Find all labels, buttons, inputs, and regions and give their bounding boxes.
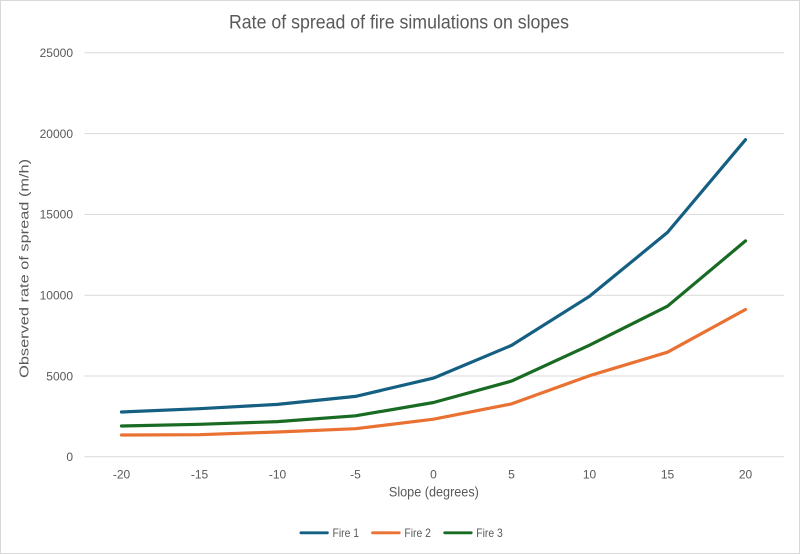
svg-text:-15: -15 — [191, 468, 209, 482]
svg-text:10: 10 — [583, 468, 597, 482]
svg-text:5: 5 — [508, 468, 515, 482]
svg-text:15: 15 — [661, 468, 675, 482]
svg-text:25000: 25000 — [40, 46, 74, 60]
svg-text:10000: 10000 — [40, 289, 74, 303]
svg-text:-5: -5 — [350, 468, 361, 482]
svg-text:20: 20 — [739, 468, 753, 482]
svg-text:Fire 1: Fire 1 — [333, 526, 360, 540]
svg-text:Fire 2: Fire 2 — [404, 526, 431, 540]
svg-text:-20: -20 — [113, 468, 131, 482]
svg-text:Rate of spread of fire simulat: Rate of spread of fire simulations on sl… — [229, 13, 569, 34]
svg-text:15000: 15000 — [40, 208, 74, 222]
svg-text:0: 0 — [66, 450, 73, 464]
svg-text:20000: 20000 — [40, 127, 74, 141]
svg-text:-10: -10 — [269, 468, 287, 482]
svg-text:Slope (degrees): Slope (degrees) — [389, 484, 479, 500]
svg-text:0: 0 — [430, 468, 437, 482]
svg-text:Observed rate of spread (m/h): Observed rate of spread (m/h) — [17, 159, 32, 378]
svg-text:Fire 3: Fire 3 — [476, 526, 503, 540]
svg-text:5000: 5000 — [46, 369, 73, 383]
